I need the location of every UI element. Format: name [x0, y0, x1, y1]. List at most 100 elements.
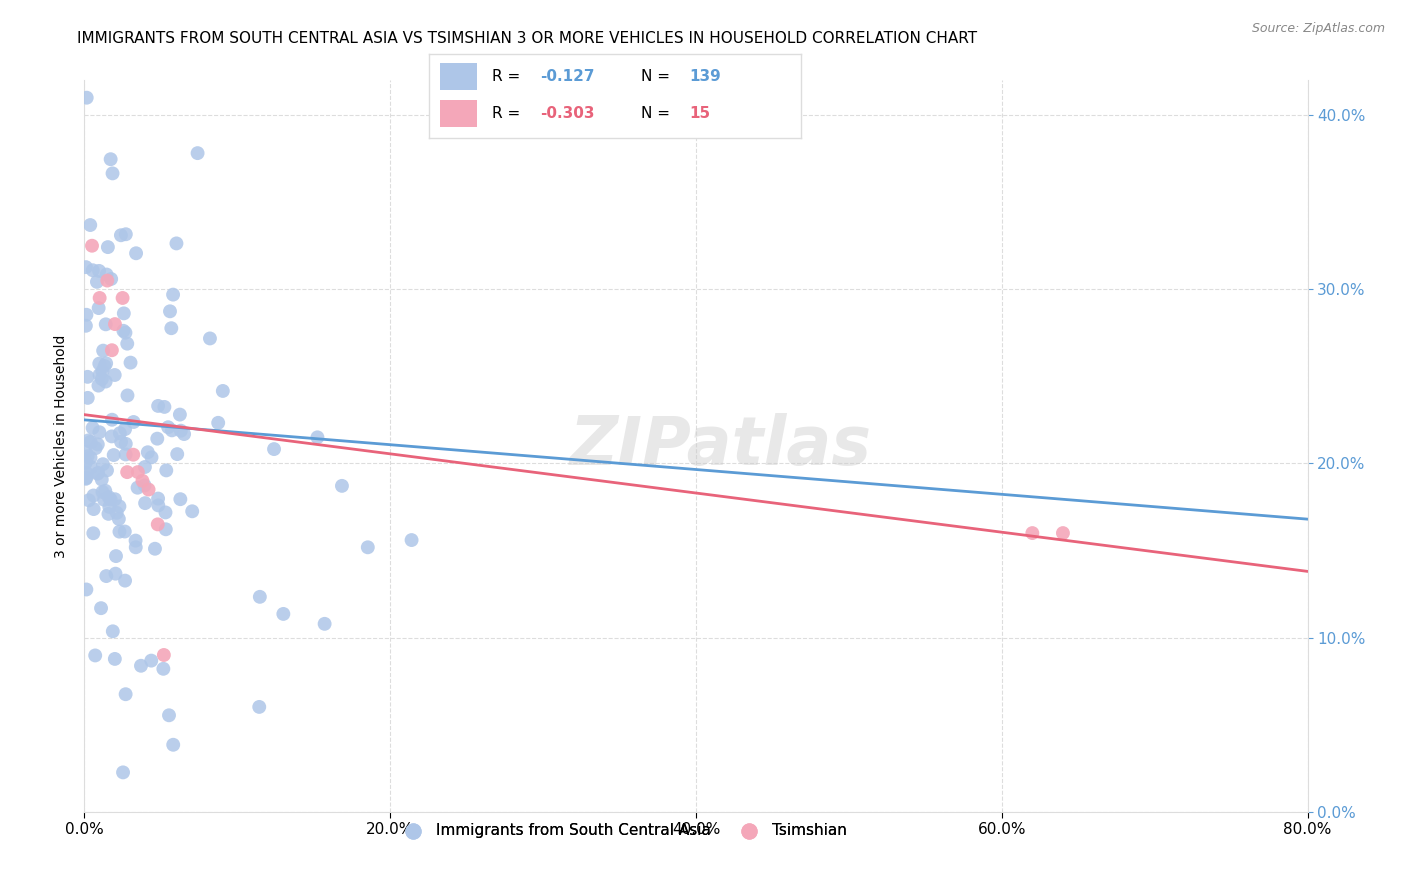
Point: [75, 471, 97, 485]
Point: [141, 450, 163, 465]
Point: [94, 483, 117, 498]
Point: [110, 434, 132, 449]
Point: [114, 524, 136, 539]
Point: [207, 416, 229, 430]
Text: N =: N =: [641, 106, 671, 121]
Point: [122, 448, 145, 462]
Point: [162, 738, 184, 752]
Point: [173, 427, 195, 442]
Point: [127, 481, 149, 495]
Point: [115, 465, 138, 479]
Point: [122, 415, 145, 429]
Point: [155, 505, 177, 519]
Point: [75, 582, 97, 597]
Text: Source: ZipAtlas.com: Source: ZipAtlas.com: [1251, 22, 1385, 36]
Point: [155, 522, 177, 536]
Point: [187, 146, 209, 161]
Point: [117, 388, 139, 402]
Point: [165, 236, 187, 251]
Point: [90, 601, 112, 615]
Point: [110, 228, 132, 243]
Point: [138, 483, 160, 497]
Point: [84, 441, 107, 455]
Point: [75, 308, 97, 322]
Point: [114, 326, 136, 340]
Point: [117, 336, 139, 351]
Point: [103, 448, 125, 462]
Point: [112, 306, 135, 320]
Point: [87, 437, 110, 451]
Point: [125, 541, 148, 555]
Point: [89, 357, 111, 371]
Point: [101, 166, 124, 180]
Point: [181, 504, 204, 518]
Point: [127, 465, 149, 479]
Point: [1052, 526, 1074, 541]
Point: [96, 268, 118, 282]
Point: [108, 426, 131, 441]
Point: [307, 430, 329, 444]
Point: [114, 422, 136, 436]
Point: [79, 459, 101, 474]
Point: [155, 463, 177, 477]
Point: [153, 648, 176, 662]
Point: [401, 533, 423, 547]
Point: [160, 321, 183, 335]
Bar: [440, 62, 477, 90]
Point: [157, 420, 180, 434]
Point: [87, 301, 110, 315]
Point: [143, 541, 166, 556]
Point: [91, 485, 114, 500]
Point: [169, 492, 191, 507]
Point: [89, 368, 111, 382]
Point: [108, 512, 131, 526]
Point: [330, 479, 353, 493]
Point: [111, 291, 134, 305]
Point: [131, 474, 153, 488]
Point: [101, 624, 124, 639]
Point: [112, 765, 135, 780]
Point: [105, 549, 128, 563]
Point: [75, 318, 97, 333]
Point: [314, 616, 336, 631]
Text: N =: N =: [641, 69, 671, 84]
Point: [76, 369, 98, 384]
Point: [98, 500, 121, 514]
Point: [120, 356, 142, 370]
Point: [91, 343, 114, 358]
Point: [146, 491, 169, 506]
Point: [87, 264, 110, 278]
Point: [247, 700, 270, 714]
Point: [162, 287, 184, 301]
Point: [75, 472, 97, 486]
Point: [76, 466, 98, 480]
Point: [77, 434, 100, 448]
Point: [100, 272, 122, 286]
Point: [94, 356, 117, 370]
Point: [82, 526, 104, 541]
Point: [104, 652, 127, 666]
Point: [108, 524, 131, 539]
Point: [104, 317, 127, 331]
Point: [153, 400, 176, 414]
Point: [263, 442, 285, 456]
Point: [76, 450, 98, 464]
Point: [97, 507, 120, 521]
Text: IMMIGRANTS FROM SOUTH CENTRAL ASIA VS TSIMSHIAN 3 OR MORE VEHICLES IN HOUSEHOLD : IMMIGRANTS FROM SOUTH CENTRAL ASIA VS TS…: [77, 31, 977, 46]
Point: [148, 499, 170, 513]
Point: [114, 687, 136, 701]
Legend: Immigrants from South Central Asia, Tsimshian: Immigrants from South Central Asia, Tsim…: [392, 817, 853, 845]
Text: -0.303: -0.303: [540, 106, 595, 121]
Point: [82, 488, 104, 502]
Point: [89, 291, 111, 305]
Point: [84, 648, 107, 663]
Point: [90, 473, 112, 487]
Point: [96, 569, 118, 583]
Point: [82, 263, 104, 277]
Point: [86, 467, 108, 481]
Point: [134, 496, 156, 510]
Point: [91, 364, 114, 378]
Point: [159, 304, 181, 318]
Point: [89, 425, 111, 440]
Point: [211, 384, 233, 398]
